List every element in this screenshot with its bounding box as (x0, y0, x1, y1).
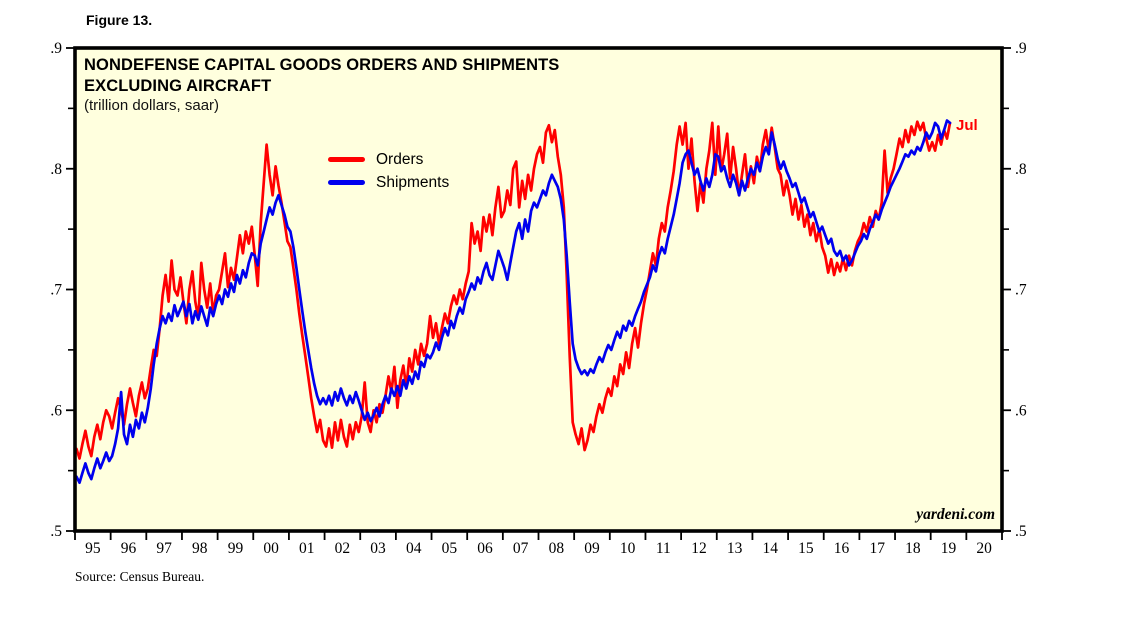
legend-label-orders: Orders (376, 150, 424, 168)
source-note: Source: Census Bureau. (75, 569, 205, 584)
y-tick-label-right: .5 (1015, 523, 1027, 540)
legend-label-shipments: Shipments (376, 173, 450, 191)
x-tick-label: 13 (727, 540, 743, 557)
legend-item-shipments: Shipments (328, 171, 449, 194)
plot-border (73, 46, 1004, 533)
figure-label: Figure 13. (86, 12, 153, 28)
x-tick-label: 15 (798, 540, 814, 557)
y-tick-label-left: .9 (50, 40, 62, 57)
legend-item-orders: Orders (328, 148, 449, 171)
y-tick-label-right: .8 (1015, 161, 1027, 178)
x-tick-label: 12 (691, 540, 707, 557)
x-tick-label: 10 (620, 540, 636, 557)
x-tick-label: 20 (976, 540, 992, 557)
x-tick-label: 02 (335, 540, 351, 557)
x-tick-label: 19 (941, 540, 957, 557)
x-tick-label: 97 (156, 540, 172, 557)
x-tick-label: 98 (192, 540, 208, 557)
shipments-line (75, 119, 952, 485)
y-tick-label-left: .6 (50, 402, 62, 419)
x-tick-label: 01 (299, 540, 315, 557)
y-tick-label-left: .5 (50, 523, 62, 540)
x-tick-label: 14 (763, 540, 779, 557)
y-tick-label-left: .7 (50, 282, 62, 299)
x-tick-label: 16 (834, 540, 850, 557)
shipments-line-swatch (328, 180, 365, 185)
x-tick-label: 03 (370, 540, 386, 557)
x-tick-label: 99 (228, 540, 244, 557)
plot-area (75, 48, 1002, 531)
chart-title: NONDEFENSE CAPITAL GOODS ORDERS AND SHIP… (84, 55, 559, 97)
x-tick-label: 00 (263, 540, 279, 557)
x-tick-label: 17 (869, 540, 885, 557)
x-tick-label: 09 (584, 540, 600, 557)
latest-point-label: Jul (956, 117, 978, 134)
y-tick-label-left: .8 (50, 161, 62, 178)
x-tick-label: 07 (513, 540, 529, 557)
x-tick-label: 08 (549, 540, 565, 557)
legend: Orders Shipments (328, 148, 449, 194)
orders-line-swatch (328, 157, 365, 162)
watermark: yardeni.com (916, 506, 995, 523)
orders-line (75, 120, 952, 460)
x-tick-label: 04 (406, 540, 422, 557)
chart-title-line2: EXCLUDING AIRCRAFT (84, 77, 272, 95)
y-tick-label-right: .7 (1015, 282, 1027, 299)
chart-title-line1: NONDEFENSE CAPITAL GOODS ORDERS AND SHIP… (84, 56, 560, 74)
x-tick-label: 11 (656, 540, 671, 557)
x-tick-label: 95 (85, 540, 101, 557)
chart-subtitle: (trillion dollars, saar) (84, 97, 220, 114)
x-tick-label: 18 (905, 540, 921, 557)
y-tick-label-right: .9 (1015, 40, 1027, 57)
y-tick-label-right: .6 (1015, 402, 1027, 419)
x-tick-label: 06 (477, 540, 493, 557)
x-tick-label: 05 (442, 540, 458, 557)
x-tick-label: 96 (121, 540, 137, 557)
